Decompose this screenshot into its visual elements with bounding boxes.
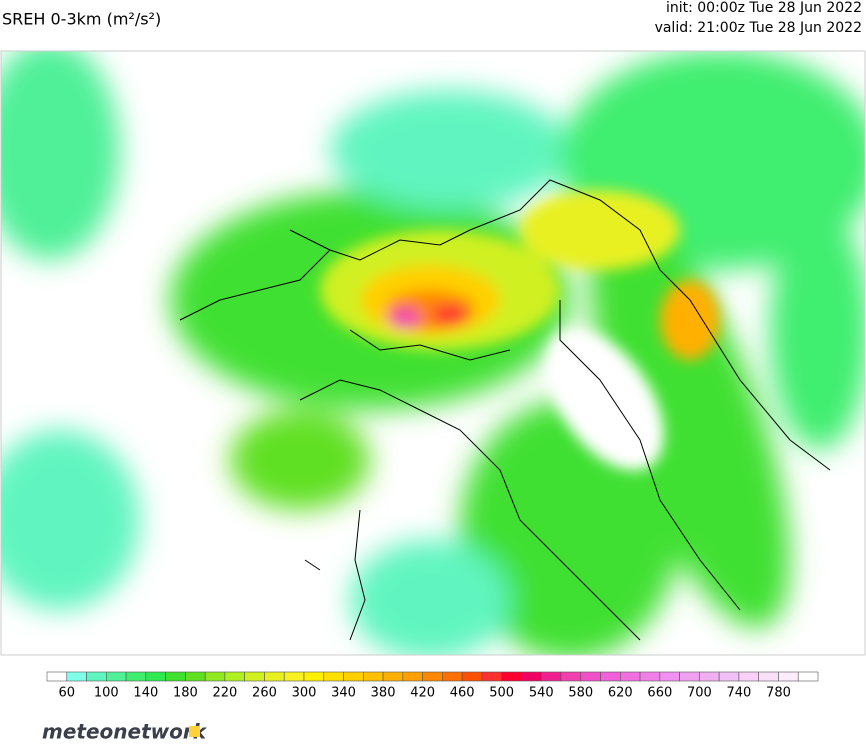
logo: meteonetwork	[42, 720, 208, 744]
colorbar-box	[264, 671, 285, 682]
colorbar-box	[46, 671, 68, 682]
logo-mark	[189, 726, 200, 737]
colorbar-label: 420	[410, 686, 435, 701]
map	[1, 51, 865, 655]
colorbar-box	[165, 671, 186, 682]
colorbar-label: 540	[529, 686, 554, 701]
colorbar-box	[402, 671, 423, 682]
colorbar-label: 260	[252, 686, 277, 701]
colorbar-box	[224, 671, 245, 682]
colorbar-box	[718, 671, 740, 682]
colorbar-box	[363, 671, 384, 682]
valid-time: valid: 21:00z Tue 28 Jun 2022	[655, 20, 862, 36]
colorbar-box	[778, 671, 799, 682]
colorbar-label: 700	[687, 686, 712, 701]
colorbar-box	[442, 671, 463, 682]
colorbar-box	[758, 671, 779, 682]
colorbar-box	[521, 671, 542, 682]
colorbar-box	[679, 671, 700, 682]
map-frame	[0, 50, 866, 656]
colorbar-box	[580, 671, 601, 682]
colorbar-box	[185, 671, 206, 682]
colorbar-box	[540, 671, 562, 682]
colorbar-box	[797, 671, 819, 682]
colorbar-label: 780	[766, 686, 791, 701]
colorbar-box	[620, 671, 641, 682]
colorbar-label: 140	[133, 686, 158, 701]
colorbar-box	[600, 671, 621, 682]
colorbar-label: 180	[173, 686, 198, 701]
colorbar-box	[125, 671, 147, 682]
init-time: init: 00:00z Tue 28 Jun 2022	[666, 0, 862, 16]
colorbar-label: 500	[489, 686, 514, 701]
colorbar-label: 380	[371, 686, 396, 701]
colorbar-box	[382, 671, 404, 682]
colorbar-box	[560, 671, 582, 682]
colorbar-label: 340	[331, 686, 356, 701]
colorbar-label: 580	[568, 686, 593, 701]
colorbar-box	[204, 671, 226, 682]
colorbar-box	[283, 671, 305, 682]
field-warm	[320, 190, 720, 360]
colorbar-label: 740	[727, 686, 752, 701]
colorbar-box	[422, 671, 443, 682]
colorbar-box	[106, 671, 127, 682]
colorbar-box	[738, 671, 759, 682]
colorbar-box	[659, 671, 680, 682]
colorbar-box	[699, 671, 720, 682]
colorbar: 60 100 140 180 220 260 300 340 380 420 460 500 540 58…	[46, 671, 819, 701]
colorbar-label: 60	[58, 686, 75, 701]
colorbar-label: 620	[608, 686, 633, 701]
coastlines	[179, 179, 831, 641]
colorbar-box	[461, 671, 483, 682]
colorbar-box	[244, 671, 265, 682]
colorbar-label: 300	[292, 686, 317, 701]
colorbar-label: 100	[94, 686, 119, 701]
colorbar-box	[343, 671, 364, 682]
colorbar-box	[481, 671, 502, 682]
title: SREH 0-3km (m²/s²)	[2, 10, 161, 29]
colorbar-label: 460	[450, 686, 475, 701]
colorbar-box	[303, 671, 325, 682]
colorbar-box	[323, 671, 344, 682]
colorbar-box	[501, 671, 522, 682]
colorbar-label: 660	[647, 686, 672, 701]
colorbar-box	[145, 671, 166, 682]
colorbar-label: 220	[213, 686, 238, 701]
colorbar-box	[66, 671, 87, 682]
field-green	[1, 51, 865, 655]
colorbar-box	[639, 671, 661, 682]
colorbar-box	[86, 671, 107, 682]
